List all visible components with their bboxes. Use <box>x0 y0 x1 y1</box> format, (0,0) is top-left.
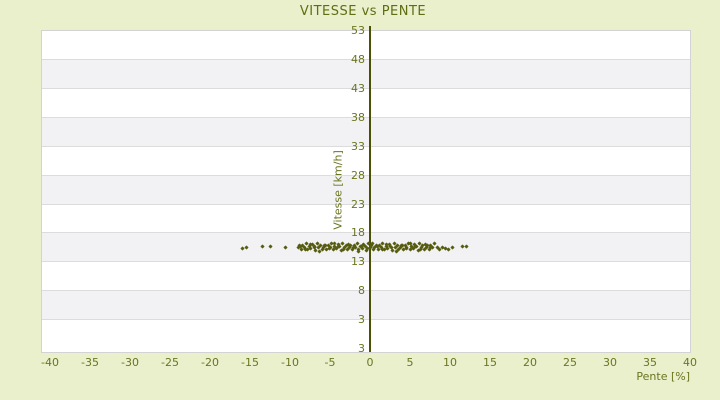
gridline <box>42 145 690 147</box>
x-tick-label: 20 <box>523 356 537 369</box>
x-tick-label: 5 <box>406 356 414 369</box>
plot-band <box>42 117 690 147</box>
x-tick-label: -35 <box>81 356 99 369</box>
gridline <box>42 261 690 263</box>
x-tick-label: -15 <box>241 356 259 369</box>
x-tick-label: 25 <box>563 356 577 369</box>
plot-band <box>42 320 690 352</box>
gridline <box>42 116 690 118</box>
plot-band <box>42 88 690 118</box>
gridline <box>42 290 690 292</box>
x-tick-label: 40 <box>683 356 697 369</box>
x-tick-label: 35 <box>643 356 657 369</box>
x-tick-label: 30 <box>603 356 617 369</box>
plot-band <box>42 291 690 321</box>
gridline <box>42 87 690 89</box>
x-tick-label: -10 <box>281 356 299 369</box>
gridline <box>42 232 690 234</box>
gridline <box>42 319 690 321</box>
y-axis-title: Vitesse [km/h] <box>331 150 345 230</box>
zero-axis-line <box>369 26 371 352</box>
x-tick-label: 0 <box>366 356 374 369</box>
x-tick-label: 15 <box>483 356 497 369</box>
plot-band <box>42 59 690 89</box>
plot-band <box>42 175 690 205</box>
plot-band <box>42 31 690 60</box>
x-tick-label: 10 <box>443 356 457 369</box>
chart-title: VITESSE vs PENTE <box>299 4 427 19</box>
x-tick-label: -20 <box>201 356 219 369</box>
gridline <box>42 58 690 60</box>
plot-band <box>42 204 690 234</box>
gridline <box>42 203 690 205</box>
gridline <box>42 174 690 176</box>
x-tick-label: -5 <box>324 356 336 369</box>
plot-band <box>42 262 690 292</box>
plot-band <box>42 146 690 176</box>
x-axis-title: Pente [%] <box>636 370 690 383</box>
x-tick-label: -30 <box>121 356 139 369</box>
plot-area <box>42 26 690 352</box>
x-tick-label: -25 <box>161 356 179 369</box>
x-tick-label: -40 <box>41 356 59 369</box>
